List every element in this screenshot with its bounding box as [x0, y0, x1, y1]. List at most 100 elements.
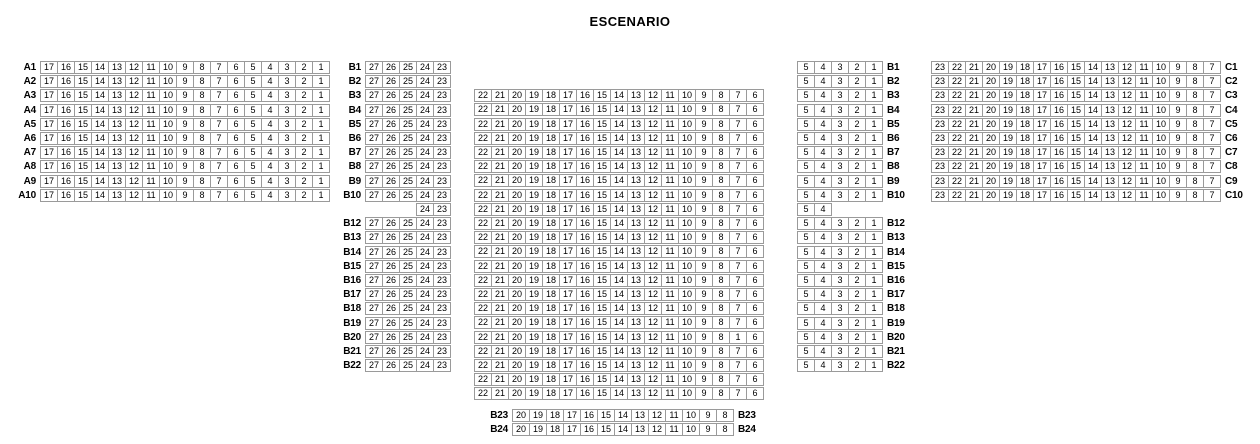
seat[interactable]: 22 — [948, 174, 966, 188]
seat[interactable]: 8 — [712, 302, 730, 316]
seat[interactable]: 1 — [312, 103, 330, 117]
seat[interactable]: 19 — [999, 75, 1017, 89]
seat[interactable]: 18 — [1016, 132, 1034, 145]
seat[interactable]: 9 — [695, 103, 713, 117]
seat[interactable]: 23 — [931, 188, 949, 202]
seat[interactable]: 16 — [1050, 160, 1068, 174]
seat[interactable]: 13 — [1101, 89, 1119, 103]
seat[interactable]: 1 — [865, 259, 883, 273]
seat[interactable]: 2 — [848, 217, 866, 231]
seat[interactable]: 11 — [1135, 146, 1153, 160]
seat[interactable]: 27 — [365, 188, 383, 202]
seat[interactable]: 16 — [580, 409, 598, 422]
seat[interactable]: 15 — [74, 75, 92, 89]
seat[interactable]: 12 — [644, 160, 662, 174]
seat[interactable]: 9 — [176, 160, 194, 174]
seat[interactable]: 25 — [399, 330, 417, 344]
seat[interactable]: 16 — [576, 146, 594, 159]
seat[interactable]: 9 — [1169, 61, 1187, 74]
seat[interactable]: 5 — [244, 160, 262, 174]
seat[interactable]: 9 — [695, 188, 713, 202]
seat[interactable]: 24 — [416, 316, 434, 330]
seat[interactable]: 4 — [814, 359, 832, 373]
seat[interactable]: 20 — [508, 174, 526, 188]
seat[interactable]: 25 — [399, 75, 417, 89]
seat[interactable]: 6 — [746, 373, 764, 387]
seat[interactable]: 18 — [1016, 146, 1034, 160]
seat[interactable]: 9 — [1169, 132, 1187, 145]
seat[interactable]: 17 — [559, 103, 577, 117]
seat[interactable]: 23 — [433, 61, 451, 74]
seat[interactable]: 5 — [797, 259, 815, 273]
seat[interactable]: 22 — [474, 217, 492, 230]
seat[interactable]: 16 — [576, 344, 594, 358]
seat[interactable]: 15 — [1067, 89, 1085, 103]
seat[interactable]: 6 — [746, 316, 764, 330]
seat[interactable]: 21 — [491, 273, 509, 287]
seat[interactable]: 17 — [40, 160, 58, 174]
seat[interactable]: 11 — [1135, 117, 1153, 131]
seat[interactable]: 20 — [508, 146, 526, 159]
seat[interactable]: 19 — [525, 174, 543, 188]
seat[interactable]: 26 — [382, 160, 400, 174]
seat[interactable]: 4 — [814, 330, 832, 344]
seat[interactable]: 4 — [261, 61, 279, 74]
seat[interactable]: 5 — [797, 89, 815, 103]
seat[interactable]: 8 — [712, 231, 730, 245]
seat[interactable]: 1 — [865, 217, 883, 231]
seat[interactable]: 18 — [542, 373, 560, 387]
seat[interactable]: 18 — [546, 409, 564, 422]
seat[interactable]: 22 — [474, 160, 492, 174]
seat[interactable]: 8 — [712, 160, 730, 174]
seat[interactable]: 24 — [416, 160, 434, 174]
seat[interactable]: 5 — [244, 61, 262, 74]
seat[interactable]: 13 — [631, 409, 649, 422]
seat[interactable]: 23 — [433, 259, 451, 273]
seat[interactable]: 13 — [627, 131, 645, 145]
seat[interactable]: 1 — [865, 359, 883, 373]
seat[interactable]: 14 — [610, 330, 628, 344]
seat[interactable]: 13 — [108, 61, 126, 74]
seat[interactable]: 10 — [678, 245, 696, 259]
seat[interactable]: 13 — [1101, 188, 1119, 202]
seat[interactable]: 14 — [1084, 160, 1102, 174]
seat[interactable]: 10 — [678, 316, 696, 330]
seat[interactable]: 19 — [525, 302, 543, 316]
seat[interactable]: 24 — [416, 259, 434, 273]
seat[interactable]: 1 — [865, 245, 883, 259]
seat[interactable]: 9 — [695, 330, 713, 344]
seat[interactable]: 9 — [695, 344, 713, 358]
seat[interactable]: 2 — [848, 259, 866, 273]
seat[interactable]: 16 — [57, 146, 75, 160]
seat[interactable]: 22 — [948, 117, 966, 131]
seat[interactable]: 11 — [661, 231, 679, 245]
seat[interactable]: 10 — [1152, 61, 1170, 74]
seat[interactable]: 19 — [999, 188, 1017, 202]
seat[interactable]: 14 — [610, 174, 628, 188]
seat[interactable]: 6 — [746, 202, 764, 216]
seat[interactable]: 17 — [559, 217, 577, 230]
seat[interactable]: 15 — [593, 302, 611, 316]
seat[interactable]: 7 — [729, 146, 747, 159]
seat[interactable]: 8 — [712, 259, 730, 273]
seat[interactable]: 4 — [814, 259, 832, 273]
seat[interactable]: 3 — [831, 231, 849, 245]
seat[interactable]: 11 — [142, 146, 160, 160]
seat[interactable]: 11 — [661, 146, 679, 159]
seat[interactable]: 7 — [1203, 75, 1221, 89]
seat[interactable]: 23 — [931, 160, 949, 174]
seat[interactable]: 3 — [831, 146, 849, 160]
seat[interactable]: 7 — [729, 288, 747, 301]
seat[interactable]: 10 — [678, 302, 696, 316]
seat[interactable]: 7 — [1203, 103, 1221, 117]
seat[interactable]: 7 — [729, 131, 747, 145]
seat[interactable]: 2 — [848, 302, 866, 316]
seat[interactable]: 16 — [57, 174, 75, 188]
seat[interactable]: 14 — [610, 387, 628, 401]
seat[interactable]: 13 — [108, 174, 126, 188]
seat[interactable]: 12 — [644, 188, 662, 202]
seat[interactable]: 26 — [382, 132, 400, 145]
seat[interactable]: 20 — [508, 217, 526, 230]
seat[interactable]: 1 — [865, 75, 883, 89]
seat[interactable]: 5 — [797, 274, 815, 287]
